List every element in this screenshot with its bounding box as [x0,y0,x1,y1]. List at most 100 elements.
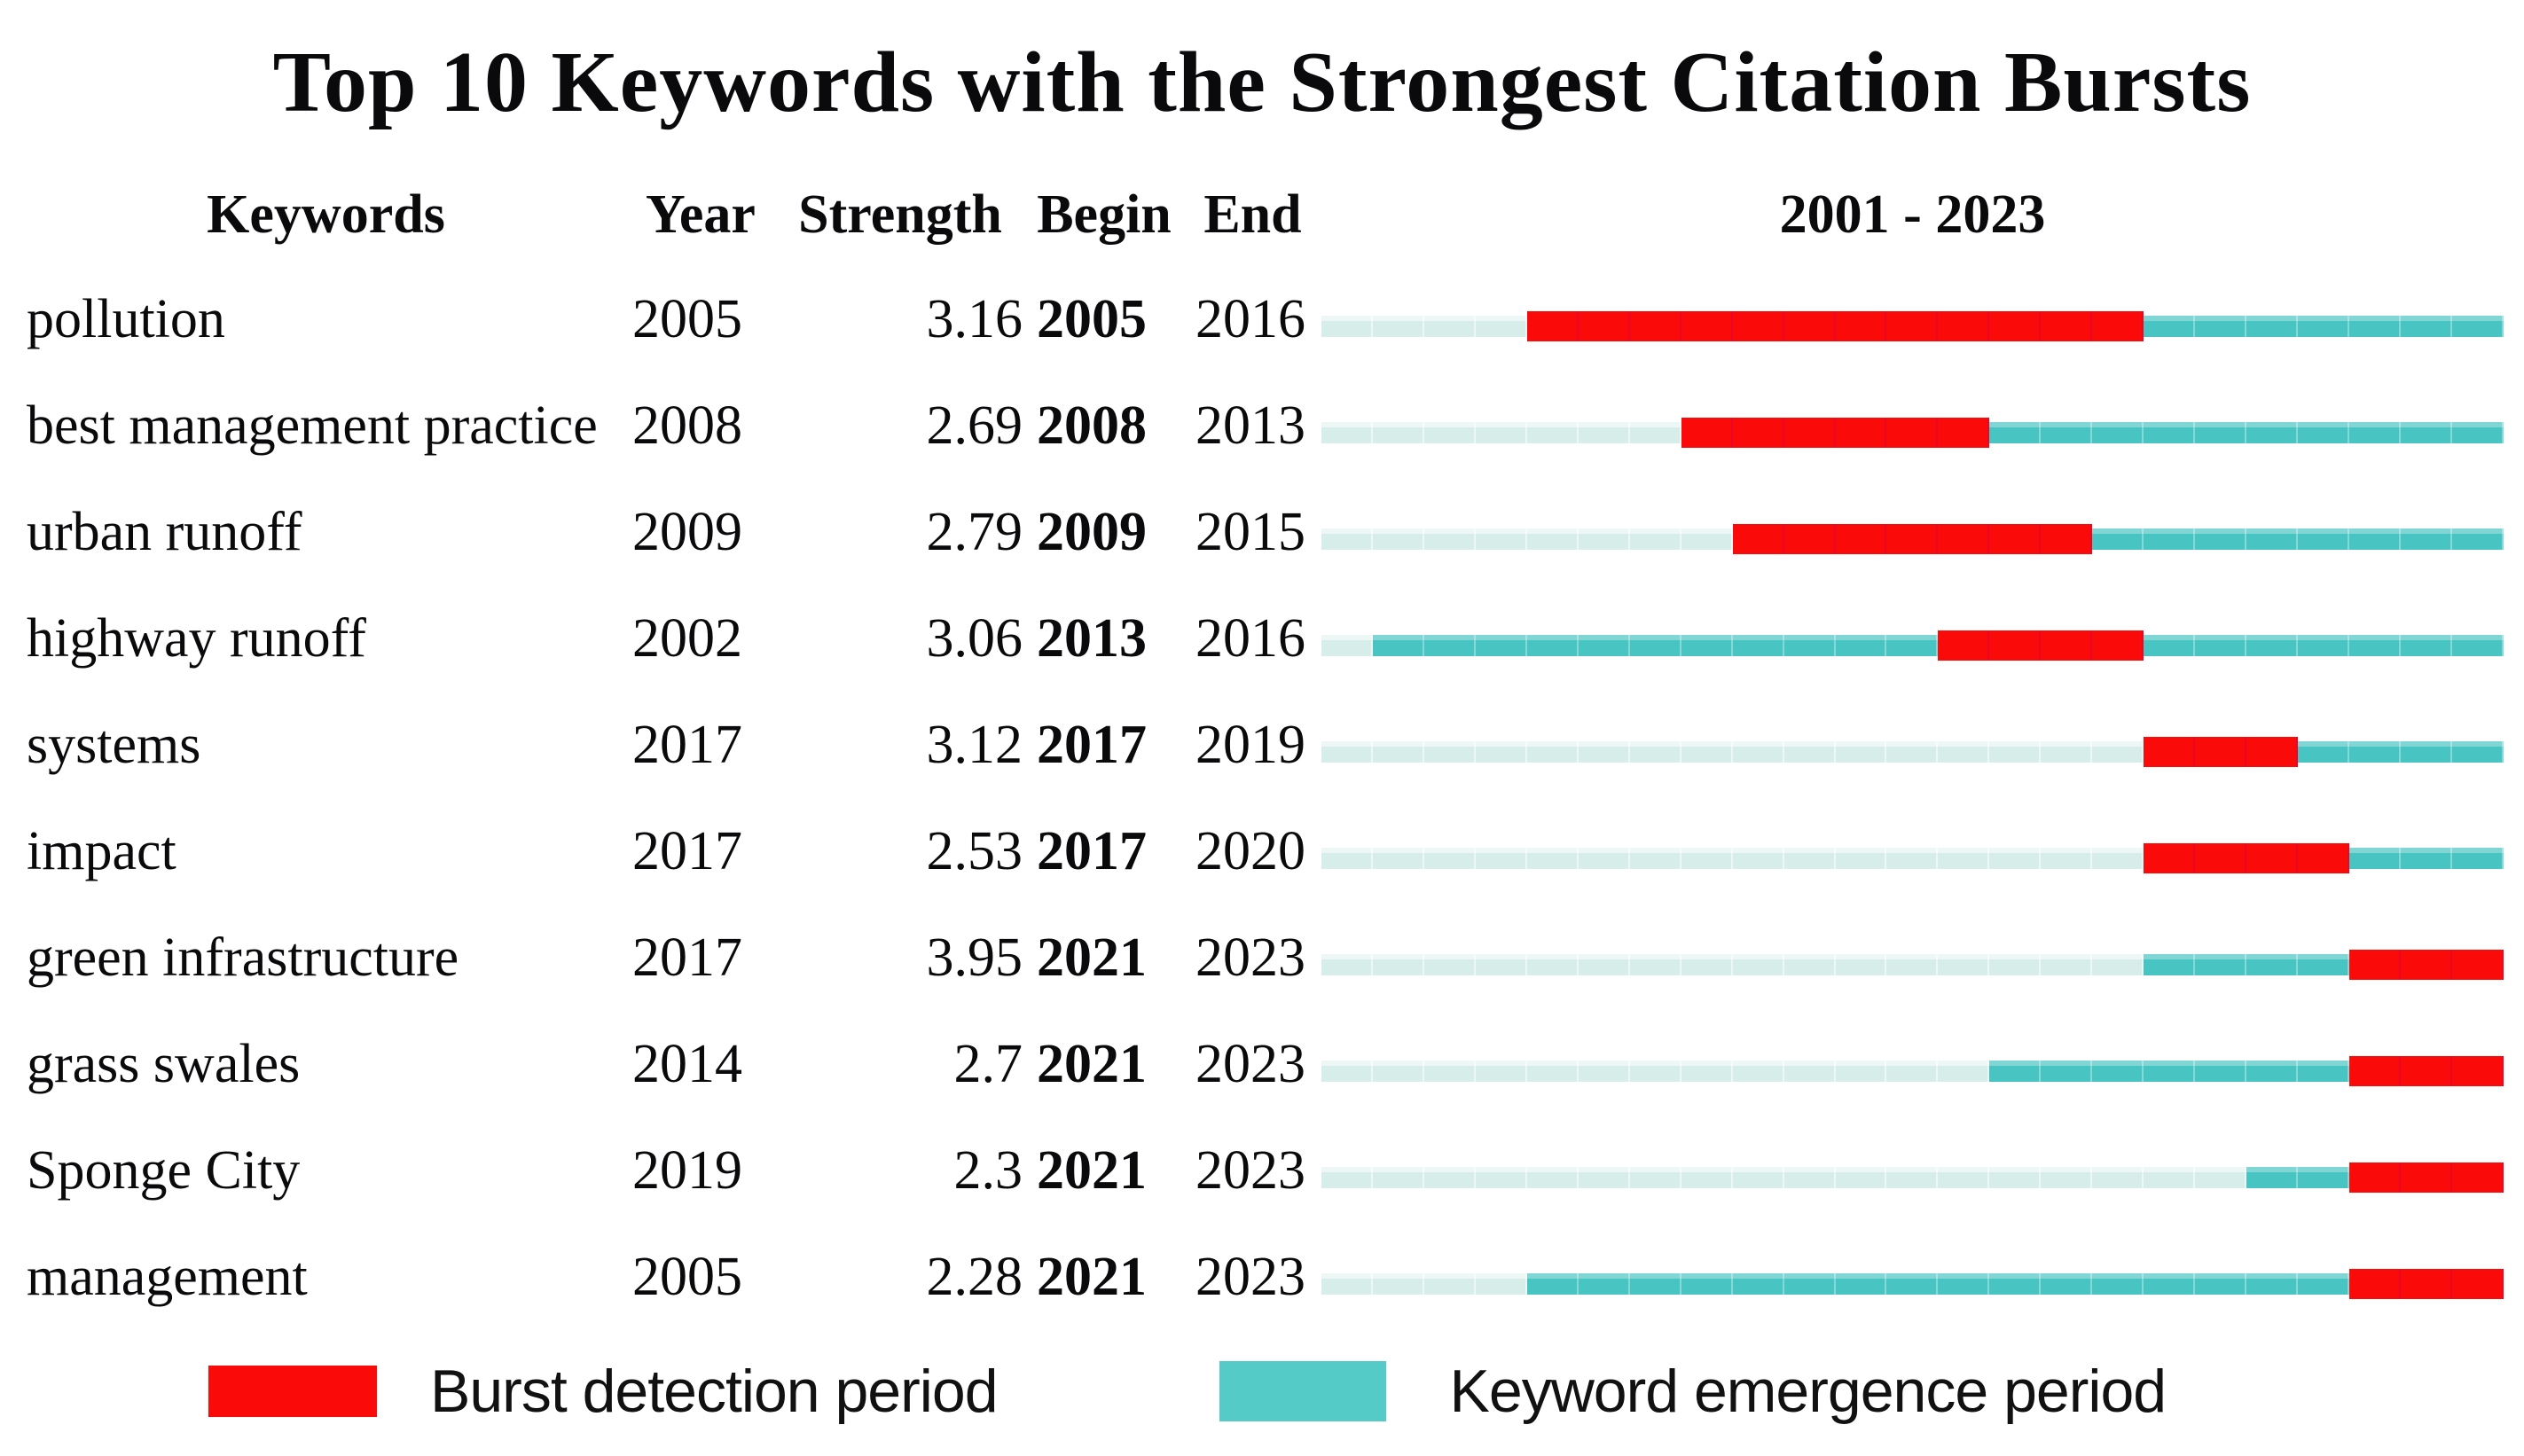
year-segment-emerge [1372,635,1424,656]
keyword-cell: highway runoff [27,607,366,669]
header-end: End [1203,184,1302,245]
year-segment-pre [1423,316,1476,337]
end-cell: 2020 [1195,820,1305,881]
year-segment-pre [1321,1273,1373,1295]
year-segment-emerge [1475,635,1527,656]
end-cell: 2013 [1195,395,1305,456]
year-cell: 2002 [632,607,742,669]
year-segment-burst [1938,418,1990,448]
year-segment-pre [1526,954,1579,975]
year-cell: 2019 [632,1139,742,1201]
year-segment-pre [1372,954,1424,975]
year-segment-pre [1629,1167,1681,1188]
year-segment-emerge [2246,1061,2299,1082]
year-segment-burst [2246,737,2299,767]
year-segment-emerge [1578,1273,1630,1295]
strength-cell: 2.69 [926,395,1023,456]
header-timeline-range: 2001 - 2023 [1779,184,2046,245]
end-cell: 2016 [1195,288,1305,349]
year-segment-burst [1732,311,1784,341]
year-segment-pre [1423,954,1476,975]
timeline-cell [1321,1117,2504,1224]
end-cell: 2023 [1195,1139,1305,1201]
end-cell: 2023 [1195,1033,1305,1094]
year-segment-pre [1372,1273,1424,1295]
year-segment-burst [1732,524,1784,554]
year-segment-pre [1629,1061,1681,1082]
year-segment-pre [1629,954,1681,975]
year-segment-emerge [2144,528,2196,550]
year-segment-pre [2092,741,2144,763]
year-segment-emerge [2401,528,2452,550]
year-segment-emerge [2144,1273,2196,1295]
year-cell: 2009 [632,501,742,562]
year-segment-burst [2195,737,2247,767]
year-segment-emerge [2349,741,2402,763]
strength-cell: 2.3 [953,1139,1023,1201]
year-segment-emerge [2092,1273,2144,1295]
year-segment-pre [1475,1167,1527,1188]
year-segment-burst [2451,1056,2504,1086]
year-segment-pre [1578,848,1630,869]
year-segment-emerge [2195,422,2247,443]
year-segment-pre [1629,422,1681,443]
begin-cell: 2005 [1037,288,1147,349]
year-segment-emerge [1835,635,1887,656]
year-segment-pre [1321,422,1373,443]
year-segment-pre [1423,528,1476,550]
year-segment-emerge [2298,528,2350,550]
year-segment-emerge [2349,635,2402,656]
year-segment-pre [1938,1167,1990,1188]
year-segment-pre [2144,1167,2196,1188]
year-segment-pre [1475,741,1527,763]
year-segment-emerge [2349,316,2402,337]
year-segment-pre [2041,954,2093,975]
year-cell: 2008 [632,395,742,456]
year-segment-pre [1989,848,2042,869]
year-segment-pre [1423,1061,1476,1082]
strength-cell: 2.79 [926,501,1023,562]
year-segment-emerge [2401,422,2452,443]
burst-legend-label: Burst detection period [430,1357,999,1425]
year-segment-emerge [2092,1061,2144,1082]
year-segment-pre [1321,1167,1373,1188]
timeline-bar [1321,1269,2504,1299]
strength-cell: 3.16 [926,288,1023,349]
year-segment-pre [1526,528,1579,550]
timeline-cell [1321,798,2504,904]
table-row: green infrastructure 2017 3.95 2021 2023 [0,904,2524,1011]
year-segment-emerge [2401,741,2452,763]
keyword-cell: Sponge City [27,1139,301,1201]
timeline-cell [1321,372,2504,479]
year-segment-emerge [2195,954,2247,975]
year-segment-pre [1783,848,1836,869]
year-segment-pre [1475,1273,1527,1295]
year-segment-pre [1835,848,1887,869]
year-segment-pre [1886,848,1939,869]
year-segment-emerge [2401,316,2452,337]
timeline-bar [1321,311,2504,341]
year-segment-emerge [2246,422,2299,443]
timeline-bar [1321,950,2504,980]
year-segment-pre [1783,741,1836,763]
year-segment-pre [1783,1061,1836,1082]
keyword-cell: urban runoff [27,501,302,562]
begin-cell: 2013 [1037,607,1147,669]
year-segment-burst [2401,1162,2452,1193]
year-segment-emerge [2349,422,2402,443]
year-segment-emerge [2246,954,2299,975]
year-segment-emerge [2144,954,2196,975]
year-segment-burst [1886,524,1939,554]
strength-cell: 3.12 [926,714,1023,775]
table-row: pollution 2005 3.16 2005 2016 [0,266,2524,372]
table-row: grass swales 2014 2.7 2021 2023 [0,1011,2524,1117]
year-segment-pre [1629,528,1681,550]
year-segment-pre [1732,1167,1784,1188]
year-segment-burst [1938,524,1990,554]
timeline-bar [1321,630,2504,661]
header-begin: Begin [1037,184,1172,245]
year-segment-emerge [1989,1061,2042,1082]
keyword-cell: pollution [27,288,225,349]
strength-cell: 2.7 [953,1033,1023,1094]
legend: Burst detection period Keyword emergence… [0,1330,2524,1452]
